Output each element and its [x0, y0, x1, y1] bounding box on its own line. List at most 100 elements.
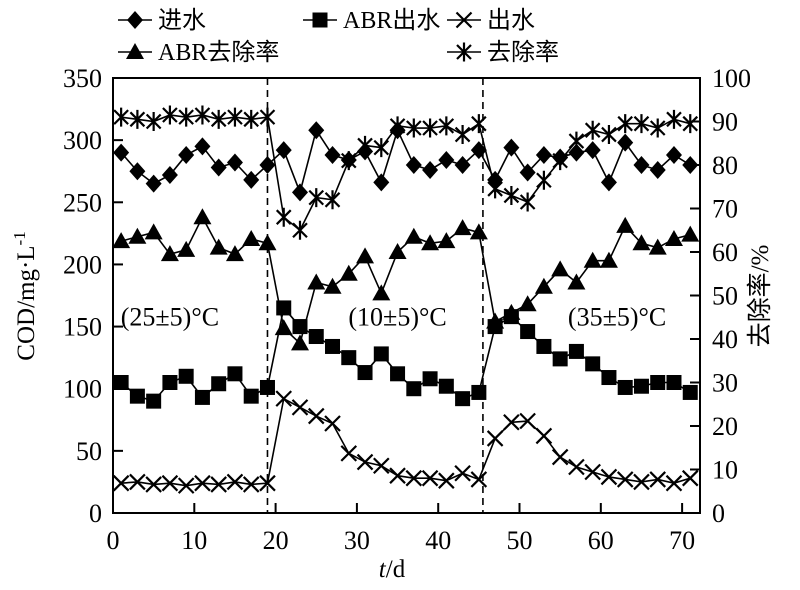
data-point-triangle — [632, 234, 651, 251]
data-point-asterisk — [145, 112, 162, 131]
data-point-square — [373, 346, 389, 362]
data-point-diamond — [226, 153, 243, 172]
data-point-triangle — [177, 240, 196, 257]
legend-item-effluent: 出水 — [447, 7, 535, 34]
data-point-triangle — [648, 238, 667, 255]
data-point-triangle — [404, 227, 423, 244]
right-axis-tick-label: 80 — [712, 151, 738, 180]
data-point-diamond — [665, 146, 682, 165]
data-point-diamond — [210, 158, 227, 177]
left-axis-title: COD/mg·L-1 — [10, 231, 40, 360]
left-axis-tick-label: 300 — [63, 126, 102, 155]
data-point-triangle — [372, 284, 391, 301]
legend-item-abr-removal: ABR去除率 — [118, 39, 279, 66]
data-point-diamond — [127, 11, 143, 29]
data-point-x — [389, 467, 406, 484]
data-point-x — [665, 474, 683, 492]
data-point-asterisk — [471, 114, 487, 134]
data-point-asterisk — [308, 188, 325, 208]
data-point-triangle — [258, 234, 277, 251]
data-point-x — [112, 474, 130, 492]
data-point-square — [422, 371, 438, 387]
data-point-x — [519, 412, 536, 430]
data-point-x — [486, 430, 504, 447]
data-point-diamond — [584, 141, 601, 160]
legend-label: ABR出水 — [343, 7, 440, 34]
right-axis-tick-label: 20 — [712, 412, 738, 441]
data-point-asterisk — [682, 114, 699, 134]
data-point-diamond — [291, 183, 308, 202]
data-point-asterisk — [389, 116, 406, 136]
data-point-asterisk — [536, 170, 552, 190]
temperature-annotation: (25±5)°C — [121, 303, 219, 332]
data-point-triangle — [356, 247, 375, 264]
data-point-diamond — [145, 174, 162, 193]
data-point-square — [438, 378, 454, 394]
data-point-x — [275, 390, 293, 407]
data-point-diamond — [324, 146, 341, 165]
data-point-triangle — [323, 277, 342, 294]
data-point-triangle — [599, 251, 618, 268]
data-point-triangle — [225, 245, 244, 262]
data-point-x — [633, 473, 650, 491]
data-point-square — [146, 393, 162, 409]
data-point-diamond — [178, 146, 195, 165]
data-point-asterisk — [649, 118, 666, 138]
x-axis-tick-label: 20 — [263, 526, 289, 555]
data-point-asterisk — [601, 125, 617, 145]
data-point-x — [307, 407, 325, 425]
data-point-x — [470, 471, 488, 488]
data-point-x — [226, 473, 244, 491]
data-point-triangle — [290, 334, 309, 351]
left-axis-title-sup: -1 — [10, 231, 29, 245]
data-point-square — [129, 388, 145, 404]
data-point-x — [438, 472, 455, 489]
data-point-square — [341, 350, 357, 366]
data-point-asterisk — [210, 109, 227, 129]
right-axis-tick-label: 70 — [712, 195, 738, 224]
x-axis-title-italic: t — [379, 556, 387, 583]
data-point-square — [259, 379, 275, 395]
data-point-x — [455, 11, 473, 29]
data-point-asterisk — [243, 109, 259, 129]
data-point-diamond — [243, 170, 260, 189]
data-point-x — [503, 413, 520, 431]
data-point-square — [211, 376, 227, 392]
left-axis-tick-label: 100 — [63, 375, 102, 404]
data-point-x — [194, 474, 211, 492]
data-point-diamond — [454, 156, 471, 174]
right-axis-tick-label: 60 — [712, 238, 738, 267]
data-point-x — [584, 463, 601, 481]
right-axis-tick-label: 10 — [712, 456, 738, 485]
data-point-asterisk — [503, 185, 520, 205]
data-point-asterisk — [340, 151, 357, 171]
right-axis-tick-label: 90 — [712, 108, 738, 137]
temperature-annotation: (35±5)°C — [568, 303, 666, 332]
right-axis-tick-label: 100 — [712, 64, 751, 93]
data-point-diamond — [649, 160, 666, 179]
data-point-square — [601, 370, 617, 386]
data-point-asterisk — [422, 118, 438, 138]
data-point-x — [681, 469, 699, 487]
series-line-removal — [121, 114, 691, 232]
data-point-square — [650, 375, 666, 390]
data-point-square — [162, 375, 178, 390]
data-point-x — [259, 474, 276, 492]
data-point-asterisk — [162, 105, 178, 125]
data-point-square — [455, 391, 471, 407]
right-axis-tick-label: 50 — [712, 282, 738, 311]
data-point-x — [129, 473, 146, 491]
data-point-x — [291, 399, 309, 416]
data-point-square — [325, 338, 341, 354]
data-point-asterisk — [633, 114, 650, 134]
data-point-diamond — [519, 163, 536, 182]
data-point-asterisk — [357, 135, 373, 155]
data-point-triangle — [160, 245, 179, 262]
data-point-triangle — [453, 219, 472, 236]
right-axis-tick-label: 0 — [712, 499, 725, 528]
data-point-square — [633, 378, 649, 394]
data-point-x — [535, 427, 553, 445]
data-point-asterisk — [454, 125, 471, 145]
